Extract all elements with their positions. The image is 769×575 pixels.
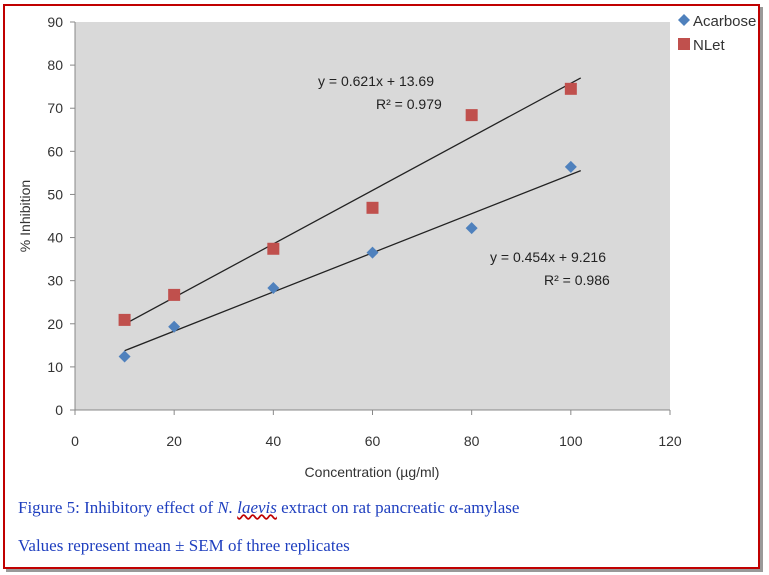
x-tick-label: 20 (166, 433, 182, 449)
trendline-r2: R² = 0.986 (544, 272, 610, 288)
y-tick-label: 0 (55, 402, 63, 418)
data-point-acarbose (267, 281, 280, 294)
trendline-equation: y = 0.621x + 13.69 (318, 73, 434, 89)
x-tick-label: 40 (266, 433, 282, 449)
data-point-nlet (564, 82, 577, 95)
y-tick-label: 50 (47, 186, 63, 202)
y-axis-label: % Inhibition (17, 180, 33, 252)
x-tick-label: 0 (71, 433, 79, 449)
y-tick-label: 20 (47, 316, 63, 332)
trendline-acarbose (124, 170, 581, 352)
data-point-nlet (267, 242, 280, 255)
x-tick-label: 100 (559, 433, 583, 449)
caption-text: Figure 5: Inhibitory effect of (18, 498, 218, 517)
x-tick-label: 120 (658, 433, 682, 449)
data-point-nlet (168, 288, 181, 301)
trendline-r2: R² = 0.979 (376, 96, 442, 112)
data-point-acarbose (366, 246, 379, 259)
legend-label-nlet: NLet (693, 37, 726, 54)
y-tick-label: 90 (47, 14, 63, 30)
caption-species: laevis (237, 498, 277, 517)
y-tick-label: 70 (47, 100, 63, 116)
legend-marker-nlet (678, 38, 690, 50)
caption-text: extract on rat pancreatic α-amylase (276, 498, 520, 517)
data-point-acarbose (118, 350, 131, 363)
y-tick-label: 30 (47, 273, 63, 289)
caption-species-abbr: N. (217, 498, 233, 517)
legend-label-acarbose: Acarbose (693, 13, 756, 30)
data-point-nlet (465, 109, 478, 122)
figure-border (3, 4, 760, 569)
data-point-nlet (366, 201, 379, 214)
data-point-acarbose (564, 160, 577, 173)
y-tick-label: 40 (47, 230, 63, 246)
caption-line-2: Values represent mean ± SEM of three rep… (18, 536, 350, 555)
y-tick-label: 80 (47, 57, 63, 73)
x-tick-label: 60 (365, 433, 381, 449)
legend-marker-acarbose (678, 14, 690, 26)
data-point-acarbose (465, 222, 478, 235)
caption-line-1: Figure 5: Inhibitory effect of N. laevis… (18, 498, 519, 518)
y-tick-label: 60 (47, 143, 63, 159)
x-tick-label: 80 (464, 433, 480, 449)
x-axis-label: Concentration (µg/ml) (305, 464, 440, 480)
trendline-nlet (124, 77, 582, 325)
trendline-equation: y = 0.454x + 9.216 (490, 249, 606, 265)
y-tick-label: 10 (47, 359, 63, 375)
data-point-nlet (118, 313, 131, 326)
data-point-acarbose (168, 320, 181, 333)
